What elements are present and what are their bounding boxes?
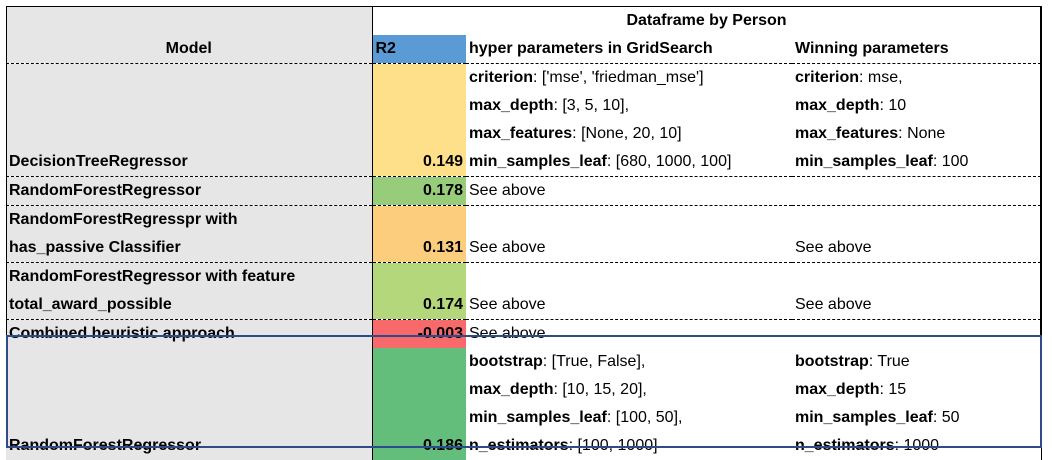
hyper-param: bootstrap: [True, False], [469, 353, 646, 370]
model-cell [6, 404, 373, 432]
hyper-param: n_estimators: [100, 1000] [469, 437, 658, 454]
model-name-line: RandomForestRegressor with feature [6, 262, 373, 291]
model-header-spacer [6, 6, 373, 35]
winning-param: n_estimators: 1000 [792, 432, 1042, 460]
hyper-param: max_depth: [10, 15, 20], [469, 381, 647, 398]
hyper-column-header: hyper parameters in GridSearch [466, 35, 792, 64]
hyper-param [466, 263, 792, 292]
r2-value: 0.178 [372, 176, 466, 206]
r2-value: 0.186 [372, 432, 466, 460]
model-cell [6, 63, 373, 92]
winning-param [792, 205, 1042, 234]
model-name-line: has_passive Classifier [6, 234, 373, 263]
model-cell [6, 92, 373, 120]
r2-cell [372, 120, 466, 148]
winning-param: min_samples_leaf: 50 [792, 404, 1042, 432]
r2-cell [372, 262, 466, 291]
hyper-param: See above [469, 325, 546, 342]
hyper-param: criterion: ['mse', 'friedman_mse'] [469, 69, 704, 86]
winning-param: See above [792, 291, 1042, 320]
model-name: RandomForestRegressor [6, 176, 373, 206]
model-name-line: total_award_possible [6, 291, 373, 320]
hyper-param: See above [466, 176, 792, 206]
results-table: Dataframe by Person Model R2 hyper param… [6, 6, 1042, 460]
winning-param: max_features: None [792, 120, 1042, 148]
r2-cell [372, 376, 466, 404]
hyper-param: See above [466, 234, 792, 263]
hyper-param: min_samples_leaf: [680, 1000, 100] [466, 148, 792, 177]
r2-cell [372, 63, 466, 92]
winning-param: min_samples_leaf: 100 [792, 148, 1042, 177]
r2-column-header: R2 [372, 35, 466, 64]
winning-param: See above [792, 234, 1042, 263]
hyper-param: See above [466, 291, 792, 320]
r2-value: -0.003 [372, 319, 466, 348]
model-cell [6, 348, 373, 376]
winning-param [792, 262, 1042, 291]
r2-cell [372, 205, 466, 234]
hyper-param [466, 206, 792, 235]
model-name: RandomForestRegressor [6, 432, 373, 460]
r2-value: 0.149 [372, 148, 466, 177]
r2-value: 0.174 [372, 291, 466, 320]
r2-cell [372, 348, 466, 376]
winning-param: criterion: mse, [792, 63, 1042, 92]
hyper-param: max_features: [None, 20, 10] [469, 125, 682, 142]
winning-param: max_depth: 10 [792, 92, 1042, 120]
winning-column-header: Winning parameters [792, 35, 1042, 64]
table-title: Dataframe by Person [372, 6, 1042, 35]
r2-value: 0.131 [372, 234, 466, 263]
r2-cell [372, 92, 466, 120]
model-name: DecisionTreeRegressor [6, 148, 373, 177]
r2-cell [372, 404, 466, 432]
winning-param: max_depth: 15 [792, 376, 1042, 404]
model-column-header: Model [6, 35, 373, 64]
winning-param [792, 319, 1042, 348]
hyper-param: max_depth: [3, 5, 10], [469, 97, 630, 114]
model-name-line: RandomForestRegresspr with [6, 205, 373, 234]
model-cell [6, 120, 373, 148]
model-cell [6, 376, 373, 404]
winning-param: bootstrap: True [792, 348, 1042, 376]
model-name: Combined heuristic approach [6, 319, 373, 348]
hyper-param: min_samples_leaf: [100, 50], [469, 409, 683, 426]
winning-param [792, 176, 1042, 206]
